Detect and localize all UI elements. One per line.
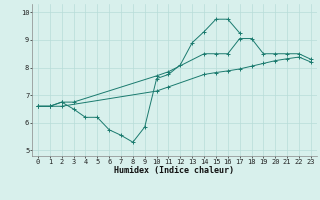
X-axis label: Humidex (Indice chaleur): Humidex (Indice chaleur) bbox=[115, 166, 234, 175]
